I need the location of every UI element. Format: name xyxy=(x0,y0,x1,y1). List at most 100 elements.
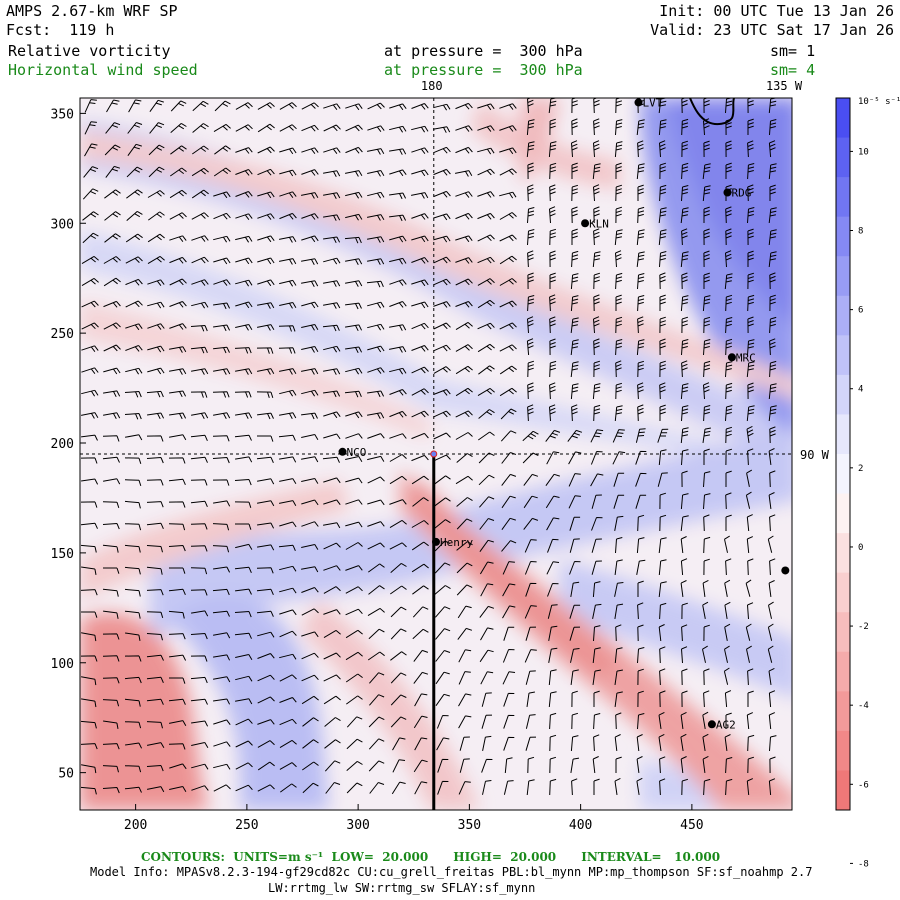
wind-barb xyxy=(747,339,755,356)
wind-barb xyxy=(169,323,187,330)
wind-barb xyxy=(148,166,165,178)
wind-barb xyxy=(499,191,517,199)
wind-barb xyxy=(279,236,297,243)
wind-barb xyxy=(103,412,121,419)
wind-barb xyxy=(344,390,362,398)
wind-barb xyxy=(169,412,187,420)
wind-barb xyxy=(104,211,121,221)
wind-barb xyxy=(103,390,121,398)
wind-barb xyxy=(703,558,710,576)
wind-barb xyxy=(681,140,689,158)
wind-barb xyxy=(147,786,165,793)
wind-barb xyxy=(80,501,98,508)
colorbar-swatch xyxy=(836,454,850,495)
wind-barb xyxy=(367,170,385,177)
wind-barb xyxy=(323,477,341,484)
colorbar-label: 10 xyxy=(858,147,869,157)
wind-barb xyxy=(80,743,98,750)
wind-barb xyxy=(102,588,119,597)
wind-barb xyxy=(680,580,687,597)
wind-barb xyxy=(499,212,517,220)
wind-barb xyxy=(523,495,538,509)
wind-barb xyxy=(549,184,556,202)
wind-barb xyxy=(703,624,710,642)
wind-barb xyxy=(477,191,495,198)
wind-barb xyxy=(615,382,623,400)
wind-barb xyxy=(411,192,429,199)
wind-barb xyxy=(659,492,667,510)
wind-barb xyxy=(367,102,385,110)
map-overlay: LVT RDG KLN MRC NCO Henry AG2 180 135 W 90 W xyxy=(80,79,830,810)
wind-barb xyxy=(213,257,231,265)
wind-barb xyxy=(725,492,732,510)
wind-barb xyxy=(747,118,754,135)
wind-barb xyxy=(191,412,209,419)
wind-barb xyxy=(389,148,407,155)
wind-barb xyxy=(82,188,99,200)
wind-barb xyxy=(477,322,495,330)
contours-info: CONTOURS: UNITS=m s⁻¹ LOW= 20.000 HIGH= … xyxy=(141,850,721,864)
wind-barb xyxy=(191,167,209,177)
wind-barb xyxy=(367,125,385,132)
wind-barb xyxy=(235,147,253,154)
wind-barb xyxy=(524,649,537,663)
wind-barb xyxy=(747,756,755,774)
wind-barb xyxy=(234,611,252,618)
wind-barb xyxy=(768,383,777,400)
wind-barb xyxy=(212,523,230,531)
wind-barb xyxy=(102,699,120,707)
wind-barb xyxy=(213,167,231,177)
wind-barb xyxy=(148,211,165,221)
wind-barb xyxy=(124,500,141,509)
wind-barb xyxy=(767,623,774,641)
wind-barb xyxy=(527,316,534,334)
wind-barb xyxy=(168,698,186,705)
wind-barb xyxy=(413,649,429,662)
wind-barb xyxy=(102,523,120,530)
field2-smoothing: sm= 4 xyxy=(770,61,816,79)
wind-barb xyxy=(81,566,97,575)
wind-barb xyxy=(168,610,185,619)
wind-barb xyxy=(659,140,666,158)
wind-barb xyxy=(433,301,451,308)
wind-barb xyxy=(680,711,687,729)
colorbar-swatch xyxy=(836,177,850,218)
wind-barb xyxy=(168,457,186,464)
wind-barb xyxy=(80,655,98,662)
wind-barb xyxy=(235,279,253,287)
wind-barb xyxy=(279,212,297,220)
wind-barb xyxy=(103,322,121,330)
wind-barb xyxy=(124,786,142,793)
wind-barb xyxy=(390,585,407,595)
wind-barb xyxy=(725,426,733,444)
wind-barb xyxy=(636,119,645,136)
wind-barb xyxy=(681,646,688,664)
wind-barb xyxy=(190,655,208,662)
wind-barb xyxy=(81,255,99,265)
wind-barb xyxy=(301,389,319,397)
wind-barb xyxy=(345,191,363,199)
station-marker xyxy=(707,720,716,729)
wind-barb xyxy=(190,500,208,507)
wind-barb xyxy=(389,475,407,485)
wind-barb xyxy=(768,140,776,158)
wind-barb xyxy=(257,213,275,220)
wind-barb xyxy=(591,494,602,509)
wind-barb xyxy=(680,756,687,774)
wind-barb xyxy=(345,433,363,439)
wind-barb xyxy=(659,338,666,356)
wind-barb xyxy=(103,256,121,264)
wind-barb xyxy=(455,344,473,352)
wind-barb xyxy=(323,147,341,154)
wind-barb xyxy=(433,190,451,198)
wind-barb xyxy=(389,125,407,133)
wind-barb xyxy=(658,449,667,466)
wind-barb xyxy=(747,207,755,224)
wind-barb xyxy=(615,537,623,554)
wind-barb xyxy=(435,606,451,618)
wind-barb xyxy=(571,712,579,730)
wind-barb xyxy=(593,338,600,356)
wind-barb xyxy=(546,451,560,465)
wind-barb xyxy=(345,258,363,265)
wind-barb xyxy=(234,501,252,508)
